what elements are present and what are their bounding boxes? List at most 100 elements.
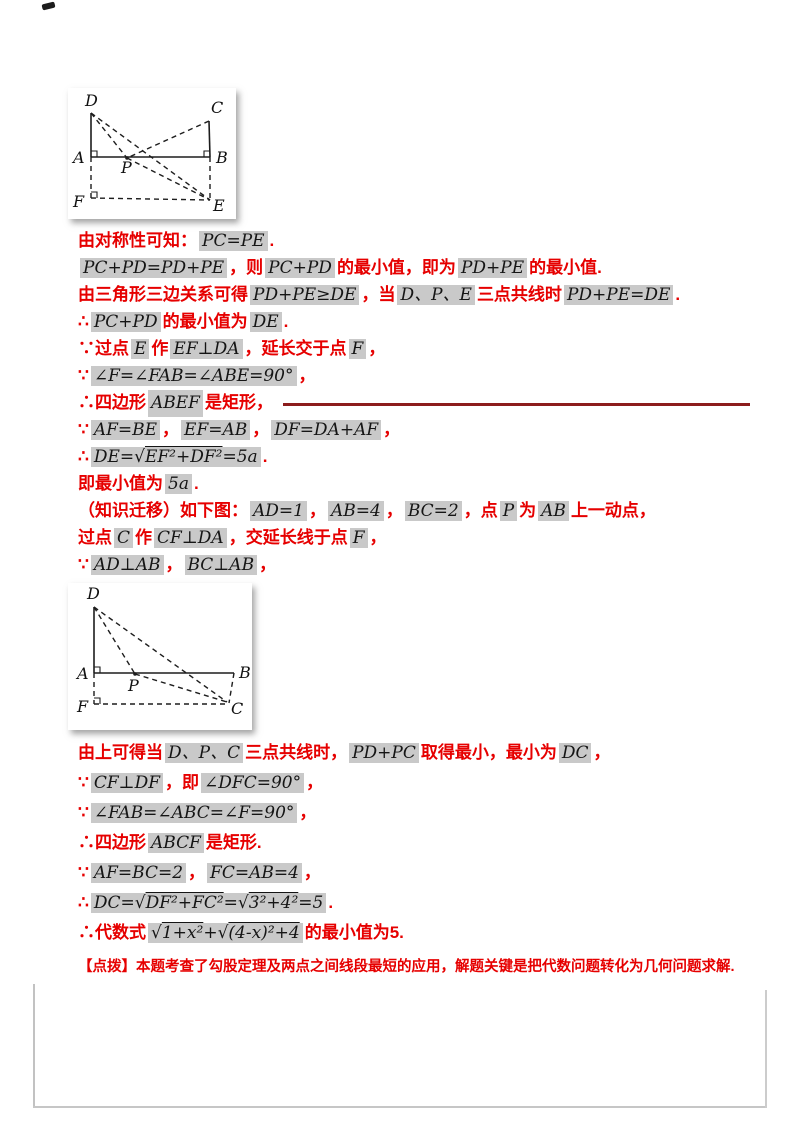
text-run-red: ∴ [78,893,89,912]
text-run-red: ， [385,501,403,520]
text-run-red: 上一动点， [570,501,656,520]
vertex-label-F: F [76,697,89,716]
vertex-label-C: C [211,98,223,117]
solution-line: 由对称性可知： PC=PE. [78,227,750,254]
text-run-math: √1+x²+√(4-x)²+4 [148,923,303,943]
point-P-dot [125,156,129,160]
text-run-red: ∵ [78,366,89,385]
radicand: 1+x² [161,923,204,943]
text-run-math: DE [249,312,282,332]
text-run-math: ∠F=∠FAB=∠ABE=90° [90,366,297,386]
text-run-red: ， [308,501,326,520]
text-run-red: 为 [519,501,537,520]
vertex-label-A: A [71,148,85,167]
solution-line: ∵ AF=BC=2， FC=AB=4， [78,858,750,888]
text-run-red: ，延长交于点 [244,339,347,358]
text-run-math: ABEF [148,390,203,417]
figure-1-diagram: D C A B P F E [71,91,228,215]
text-run-red: ，点 [463,501,498,520]
figure-1-panel: D C A B P F E [68,88,236,219]
segment-BC [208,120,211,158]
text-run-math: DC=√DF²+FC²=√3²+4²=5 [90,893,327,913]
solution-line: PC+PD=PD+PE ，则 PC+PD 的最小值，即为 PD+PE 的最小值. [78,254,750,281]
teacher-note: 【点拨】本题考查了勾股定理及两点之间线段最短的应用，解题关键是把代数问题转化为几… [78,959,735,975]
solution-line: ∴ DE=√EF²+DF²=5a. [78,443,750,470]
solution-line: ∴ DC=√DF²+FC²=√3²+4²=5. [78,888,750,918]
text-run-math: EF⊥DA [170,339,243,359]
text-run-red: （知识迁移）如下图： [78,501,248,520]
text-run-red: ，交延长线于点 [228,528,348,547]
text-run-red: ，则 [229,258,264,277]
text-run-red: ， [252,420,270,439]
text-run-red: 三点共线时， [245,743,348,762]
sqrt-sign: √ [134,893,146,913]
page-edge-shadow-left [33,984,35,1108]
text-run-red: 作 [151,339,169,358]
text-run-math: AD=1 [250,501,307,521]
text-run-red: ， [299,803,317,822]
solution-line: ∵ AD⊥AB， BC⊥AB， [78,551,750,578]
text-run-red: ， [165,555,183,574]
text-run-math: PC+PD [265,258,335,278]
solution-line: ∵ ∠F=∠FAB=∠ABE=90°， [78,362,750,389]
text-run-math: D、P、C [165,743,244,763]
segment-CP [126,120,210,159]
vertex-label-A: A [75,664,89,683]
text-run-math: ∠DFC=90° [201,773,305,793]
text-run-red: ∵过点 [78,339,129,358]
text-run-math: C [114,528,134,548]
solution-line: ∵ ∠FAB=∠ABC=∠F=90°， [78,798,750,828]
text-run-red: . [283,312,289,331]
text-run-math: PC=PE [199,231,268,251]
text-run-red: ∴四边形 [78,833,146,852]
red-horizontal-rule [282,403,750,406]
solution-line: （知识迁移）如下图： AD=1， AB=4， BC=2 ，点 P 为 AB 上一动点， [78,497,750,524]
solution-part2-text: 由上可得当 D、P、C 三点共线时， PD+PC 取得最小，最小为 DC， ∵ CF⊥DF ，即… [78,738,750,948]
vertex-label-P: P [127,676,139,695]
text-run-red: 作 [135,528,153,547]
text-run-math: PD+PE=DE [563,285,674,305]
text-run-math: AD⊥AB [90,555,164,575]
vertex-label-E: E [212,196,225,214]
solution-part1-text: 由对称性可知： PC=PE. PC+PD=PD+PE ，则 PC+PD 的最小值，即为 PD… [78,227,750,578]
text-run-red: ， [162,420,180,439]
text-run-red: 的最小值，即为 [336,258,456,277]
text-run-math: PD+PE [457,258,528,278]
vertex-label-F: F [72,192,85,211]
text-run-red: 由对称性可知： [78,231,197,250]
text-run-math: DF=DA+AF [271,420,382,440]
text-run-red: ∴代数式 [78,923,146,942]
text-run-red: 的最小值. [529,258,602,277]
text-run-red: 是矩形， [204,393,273,412]
text-run-red: ， [369,528,387,547]
text-run-red: 的最小值为5. [304,923,404,942]
right-angle-mark-A [91,150,98,157]
radicand: 3²+4² [248,893,299,913]
text-run-red: . [269,231,275,250]
text-run-red: ， [298,366,316,385]
text-run-math: PC+PD [90,312,161,332]
text-run-red: ， [383,420,401,439]
figure-2-panel: D A B P F C [68,583,252,730]
page-edge-shadow-bottom [33,1106,767,1108]
segment-DP [93,606,136,675]
solution-line: 由三角形三边关系可得 PD+PE≥DE ，当 D、P、E 三点共线时 PD+PE=DE. [78,281,750,308]
text-run-red: 三点共线时 [476,285,562,304]
text-run-math: EF=AB [181,420,251,440]
text-run-red: ， [188,863,206,882]
text-run-red: 由上可得当 [78,743,163,762]
point-P-dot [133,672,137,676]
text-run-red: 由三角形三边关系可得 [78,285,248,304]
text-run-math: DE=√EF²+DF²=5a [90,447,261,467]
vertex-label-P: P [120,158,132,177]
radicand: EF²+DF² [144,447,223,467]
solution-line: 即最小值为 5a. [78,470,750,497]
vertex-label-B: B [238,663,251,682]
right-angle-mark-B [203,150,210,157]
segment-DP [90,112,128,159]
solution-line: ∵ AF=BE， EF=AB， DF=DA+AF， [78,416,750,443]
text-run-red: . [193,474,199,493]
text-run-math: F [349,528,368,548]
text-run-red: 取得最小，最小为 [420,743,557,762]
